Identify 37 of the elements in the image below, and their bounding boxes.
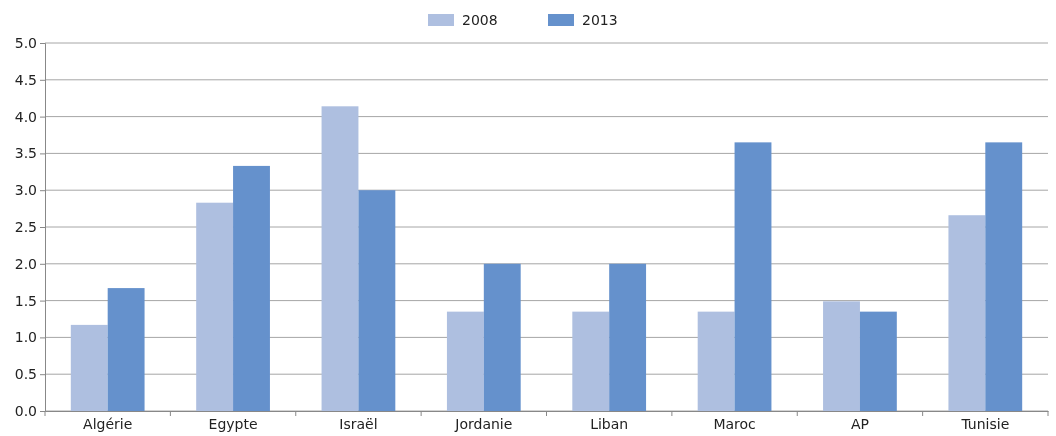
y-tick-label: 5.0 xyxy=(14,34,37,51)
bar xyxy=(734,142,772,411)
x-tick-label: Jordanie xyxy=(454,416,513,433)
y-tick-label: 1.0 xyxy=(14,329,37,346)
x-tick-label: Israël xyxy=(339,416,378,433)
x-tick-label: Tunisie xyxy=(960,416,1010,433)
y-tick-label: 2.5 xyxy=(14,218,37,235)
x-tick-label: Egypte xyxy=(208,416,258,433)
x-tick-label: AP xyxy=(850,416,869,433)
bar xyxy=(358,190,396,411)
legend-label: 2013 xyxy=(582,12,618,28)
bar xyxy=(446,311,484,411)
bar xyxy=(572,311,610,411)
x-tick-label: Algérie xyxy=(83,416,133,433)
bar xyxy=(823,301,860,411)
bar xyxy=(609,263,647,411)
y-tick-label: 0.5 xyxy=(14,366,37,383)
y-tick-label: 1.5 xyxy=(14,292,37,309)
bar xyxy=(196,202,234,411)
bar xyxy=(948,215,986,411)
y-tick-label: 0.0 xyxy=(14,402,37,419)
bar xyxy=(859,311,897,411)
bar xyxy=(107,288,145,411)
bar xyxy=(70,324,108,411)
y-tick-label: 3.5 xyxy=(14,145,37,162)
legend-label: 2008 xyxy=(462,12,498,28)
y-tick-label: 3.0 xyxy=(14,182,37,199)
y-tick-label: 2.0 xyxy=(14,255,37,272)
bar xyxy=(321,106,359,411)
bar xyxy=(697,311,735,411)
bar xyxy=(985,142,1023,411)
y-tick-label: 4.5 xyxy=(14,71,37,88)
x-tick-label: Liban xyxy=(590,416,629,433)
bar xyxy=(483,263,521,411)
y-tick-label: 4.0 xyxy=(14,108,37,125)
bar xyxy=(233,165,270,411)
x-tick-label: Maroc xyxy=(713,416,756,433)
